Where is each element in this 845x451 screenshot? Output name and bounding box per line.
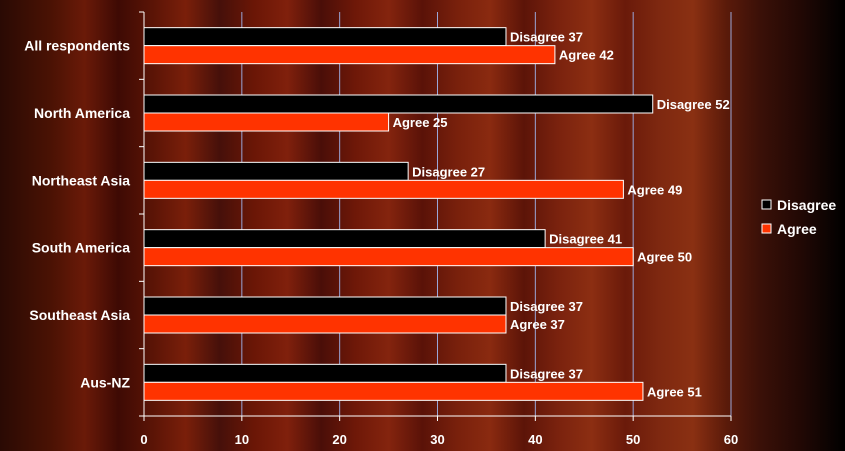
bar-agree	[143, 381, 644, 401]
x-tick-label: 10	[235, 432, 249, 447]
x-tick-label: 50	[626, 432, 640, 447]
bars	[143, 27, 654, 401]
category-label: Aus-NZ	[80, 374, 130, 390]
x-tick-label: 40	[528, 432, 542, 447]
x-tick-label: 20	[332, 432, 346, 447]
bar-agree	[143, 45, 556, 65]
data-label-agree: Agree 51	[647, 384, 702, 399]
axes: 0 10 20 30 40 50 60 All respondents North Americ…	[24, 11, 738, 447]
data-labels: Disagree 37 Agree 42 Disagree 52 Agree 25 Di…	[393, 30, 730, 400]
data-label-agree: Agree 42	[559, 48, 614, 63]
bar-disagree	[143, 229, 546, 249]
category-label: All respondents	[24, 38, 130, 54]
data-label-disagree: Disagree 52	[657, 97, 730, 112]
data-label-disagree: Disagree 37	[510, 30, 583, 45]
bar-disagree	[143, 363, 507, 383]
x-tick-label: 60	[724, 432, 738, 447]
category-label: South America	[32, 240, 130, 256]
category-label: North America	[34, 105, 130, 121]
legend: Disagree Agree	[761, 197, 836, 237]
data-label-disagree: Disagree 37	[510, 299, 583, 314]
data-label-agree: Agree 25	[393, 115, 448, 130]
x-tick-label: 0	[140, 432, 147, 447]
data-label-disagree: Disagree 37	[510, 366, 583, 381]
data-label-agree: Agree 50	[637, 250, 692, 265]
bar-agree	[143, 314, 507, 334]
data-label-disagree: Disagree 27	[412, 164, 485, 179]
data-label-agree: Agree 37	[510, 317, 565, 332]
bar-agree	[143, 247, 634, 267]
legend-swatch-agree	[761, 223, 772, 234]
category-label: Southeast Asia	[29, 307, 130, 323]
x-tick-label: 30	[430, 432, 444, 447]
bar-agree	[143, 179, 624, 199]
category-label: Northeast Asia	[32, 172, 131, 188]
bar-agree	[143, 112, 390, 132]
bar-disagree	[143, 161, 409, 181]
data-label-disagree: Disagree 41	[549, 232, 622, 247]
legend-swatch-disagree	[761, 199, 772, 210]
bar-disagree	[143, 94, 654, 114]
data-label-agree: Agree 49	[627, 182, 682, 197]
legend-label-disagree: Disagree	[777, 197, 836, 213]
bar-disagree	[143, 27, 507, 47]
gridlines	[241, 12, 732, 416]
bar-disagree	[143, 296, 507, 316]
legend-label-agree: Agree	[777, 221, 817, 237]
